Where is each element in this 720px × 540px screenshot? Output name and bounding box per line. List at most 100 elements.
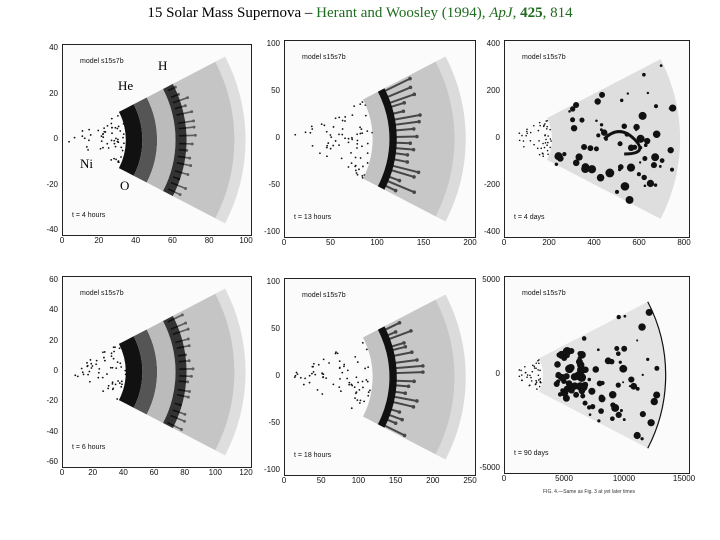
sim-panel-5: model s15s7b t = 18 hours 100 50 0 -50 -100 0 50… — [258, 272, 478, 486]
reference: Herant and Woosley (1994), ApJ, 425, 814 — [316, 5, 572, 21]
sim-panel-2: model s15s7b t = 13 hours 100 50 0 -50 -100 0 50… — [258, 32, 478, 248]
reference-volume: 425 — [520, 5, 543, 21]
sim-panel-1: model s15s7b t = 4 hours 40 20 0 -20 -40 0 20 40 6… — [46, 36, 253, 246]
y-tick-label: 100 — [266, 39, 280, 48]
x-tick-label: 100 — [208, 468, 223, 477]
y-tick-label: -20 — [46, 179, 58, 189]
x-tick-label: 0 — [281, 238, 287, 247]
time-label: t = 18 hours — [294, 452, 332, 459]
x-tick-label: 200 — [426, 476, 440, 485]
model-label: model s15s7b — [80, 58, 124, 65]
reference-sep: , — [512, 5, 521, 21]
simulation-image — [293, 294, 466, 460]
title-prefix: 15 Solar Mass Supernova – — [147, 5, 317, 21]
model-label: model s15s7b — [302, 54, 346, 61]
y-tick-label: 50 — [271, 324, 280, 333]
x-tick-label: 200 — [542, 238, 556, 247]
label-nickel: Ni — [80, 156, 93, 171]
y-tick-label: -5000 — [479, 463, 500, 472]
time-label: t = 13 hours — [294, 214, 332, 221]
y-tick-label: -100 — [263, 227, 280, 236]
reference-journal: ApJ — [489, 5, 513, 21]
y-tick-label: 0 — [495, 133, 500, 142]
model-label: model s15s7b — [302, 292, 346, 299]
model-label: model s15s7b — [522, 290, 566, 297]
y-tick-label: -50 — [268, 418, 280, 427]
reference-pages: , 814 — [542, 5, 573, 21]
x-tick-label: 0 — [281, 476, 287, 485]
time-label: t = 90 days — [514, 450, 549, 457]
x-tick-label: 0 — [501, 474, 507, 483]
x-tick-label: 150 — [416, 238, 431, 247]
y-tick-label: 20 — [49, 88, 58, 98]
figure-caption: FIG. 4.—Same as Fig. 3 at yet later time… — [543, 489, 635, 495]
simulation-image — [518, 59, 681, 219]
y-tick-label: -400 — [483, 227, 500, 236]
simulation-image — [294, 56, 466, 222]
simulation-image — [74, 288, 246, 456]
x-tick-label: 0 — [59, 236, 65, 245]
y-tick-label: -40 — [46, 426, 58, 436]
model-label: model s15s7b — [80, 290, 124, 297]
simulation-image — [68, 56, 246, 224]
x-tick-label: 60 — [149, 468, 159, 477]
x-tick-label: 0 — [501, 238, 507, 247]
x-tick-label: 200 — [463, 238, 477, 247]
plot-frame — [284, 40, 476, 238]
x-tick-label: 60 — [167, 236, 177, 245]
x-tick-label: 20 — [94, 236, 104, 245]
time-label: t = 4 hours — [72, 212, 106, 219]
y-tick-label: 40 — [49, 43, 58, 52]
time-label: t = 4 days — [514, 214, 545, 221]
x-tick-label: 800 — [677, 238, 691, 247]
y-tick-label: -200 — [483, 180, 500, 189]
y-tick-label: -100 — [263, 465, 280, 474]
x-tick-label: 400 — [587, 238, 601, 247]
x-tick-label: 5000 — [555, 474, 573, 483]
y-tick-label: 0 — [275, 371, 280, 380]
x-tick-label: 50 — [326, 238, 335, 247]
y-tick-label: -40 — [46, 225, 58, 234]
y-tick-label: 200 — [486, 86, 500, 95]
y-tick-label: 0 — [495, 369, 500, 378]
y-tick-label: 60 — [49, 275, 58, 284]
x-tick-label: 10000 — [612, 474, 636, 483]
y-tick-label: 20 — [49, 335, 58, 345]
y-tick-label: 0 — [53, 134, 58, 143]
y-tick-label: -50 — [268, 180, 280, 189]
x-tick-label: 80 — [180, 468, 190, 477]
x-tick-label: 40 — [131, 236, 141, 245]
plot-frame — [284, 278, 476, 476]
x-tick-label: 100 — [351, 476, 366, 485]
label-hydrogen: H — [158, 58, 168, 73]
y-tick-label: -60 — [46, 457, 58, 466]
x-tick-label: 100 — [370, 238, 384, 247]
label-oxygen: O — [120, 178, 130, 193]
x-tick-label: 80 — [204, 236, 214, 245]
sim-panel-6: model s15s7b t = 90 days 5000 0 -5000 0 5000 10… — [479, 272, 696, 496]
y-tick-label: 40 — [49, 305, 58, 315]
x-tick-label: 250 — [463, 476, 477, 485]
time-label: t = 6 hours — [72, 444, 106, 451]
sim-panel-4: model s15s7b t = 6 hours 60 40 20 0 -20 -40 -60 0… — [46, 268, 253, 480]
y-tick-label: -20 — [46, 396, 58, 406]
label-helium: He — [118, 78, 134, 93]
slide-title: 15 Solar Mass Supernova – Herant and Woo… — [0, 5, 720, 22]
x-tick-label: 150 — [388, 476, 403, 485]
plot-frame — [504, 276, 690, 474]
x-tick-label: 600 — [632, 238, 646, 247]
simulation-image — [518, 301, 667, 449]
x-tick-label: 20 — [88, 468, 98, 477]
y-tick-label: 0 — [53, 366, 58, 375]
plot-frame — [62, 44, 252, 236]
x-tick-label: 0 — [59, 468, 65, 477]
plot-frame — [62, 276, 252, 468]
y-tick-label: 100 — [266, 277, 280, 286]
sim-panel-3: model s15s7b t = 4 days 400 200 0 -200 -400 0 20… — [480, 36, 692, 247]
model-label: model s15s7b — [522, 54, 566, 61]
x-tick-label: 120 — [239, 468, 253, 477]
x-tick-label: 15000 — [672, 474, 696, 483]
y-tick-label: 50 — [271, 86, 280, 95]
y-tick-label: 0 — [275, 133, 280, 142]
x-tick-label: 100 — [239, 236, 253, 245]
